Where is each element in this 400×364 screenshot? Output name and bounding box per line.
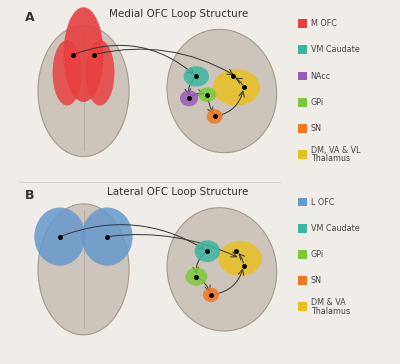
Ellipse shape [38, 204, 129, 335]
Ellipse shape [34, 207, 85, 266]
Ellipse shape [186, 268, 207, 286]
Text: L OFC: L OFC [311, 198, 334, 206]
Text: VM Caudate: VM Caudate [311, 224, 360, 233]
Ellipse shape [206, 109, 222, 124]
FancyBboxPatch shape [298, 98, 307, 107]
Text: GPi: GPi [311, 250, 324, 259]
Text: M OFC: M OFC [311, 19, 336, 28]
Ellipse shape [203, 288, 219, 302]
FancyBboxPatch shape [298, 224, 307, 233]
Ellipse shape [198, 87, 216, 102]
FancyBboxPatch shape [298, 150, 307, 159]
Text: A: A [25, 11, 35, 24]
Text: DM, VA & VL
Thalamus: DM, VA & VL Thalamus [311, 146, 360, 163]
Ellipse shape [82, 207, 133, 266]
FancyBboxPatch shape [298, 124, 307, 133]
Ellipse shape [218, 241, 262, 276]
Ellipse shape [213, 69, 260, 106]
Text: GPi: GPi [311, 98, 324, 107]
FancyBboxPatch shape [298, 276, 307, 285]
Text: DM & VA
Thalamus: DM & VA Thalamus [311, 298, 350, 316]
Ellipse shape [85, 40, 114, 106]
Ellipse shape [184, 66, 209, 87]
FancyBboxPatch shape [298, 198, 307, 206]
Ellipse shape [52, 40, 82, 106]
FancyBboxPatch shape [298, 72, 307, 80]
Ellipse shape [180, 90, 198, 106]
FancyBboxPatch shape [298, 302, 307, 311]
Text: SN: SN [311, 276, 322, 285]
FancyBboxPatch shape [298, 250, 307, 259]
FancyBboxPatch shape [298, 46, 307, 54]
FancyBboxPatch shape [298, 19, 307, 28]
Text: Medial OFC Loop Structure: Medial OFC Loop Structure [108, 9, 248, 19]
Text: SN: SN [311, 124, 322, 133]
Ellipse shape [64, 7, 104, 102]
Ellipse shape [167, 29, 277, 153]
Ellipse shape [167, 208, 277, 331]
Text: Lateral OFC Loop Structure: Lateral OFC Loop Structure [108, 187, 249, 197]
Ellipse shape [194, 240, 220, 262]
Text: NAcc: NAcc [311, 72, 331, 80]
Text: VM Caudate: VM Caudate [311, 46, 360, 54]
Ellipse shape [38, 25, 129, 157]
Text: B: B [25, 189, 35, 202]
